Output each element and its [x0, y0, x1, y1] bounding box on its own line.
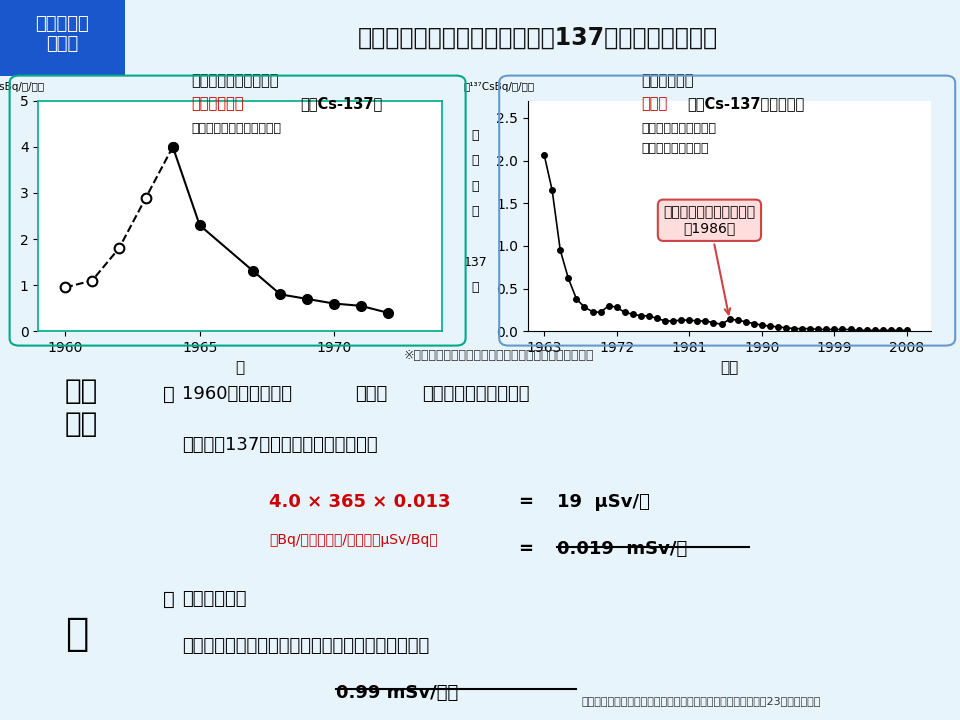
- Text: 量: 量: [471, 281, 479, 294]
- Text: ・: ・: [163, 385, 175, 404]
- FancyBboxPatch shape: [0, 0, 125, 76]
- X-axis label: 年: 年: [235, 361, 245, 375]
- Text: 放射線医学総合研究所調べ: 放射線医学総合研究所調べ: [192, 122, 281, 135]
- Text: 日常食: 日常食: [641, 96, 667, 111]
- Text: ・は年度毎の中央値: ・は年度毎の中央値: [641, 143, 708, 156]
- X-axis label: 年度: 年度: [720, 361, 739, 375]
- Text: 🐟: 🐟: [65, 615, 88, 652]
- Text: 大気圏内核実験時代の: 大気圏内核実験時代の: [192, 73, 279, 88]
- Text: 身の回りの
放射線: 身の回りの 放射線: [36, 14, 89, 53]
- Text: セ: セ: [471, 129, 479, 142]
- Text: 137: 137: [464, 256, 488, 269]
- Text: 1960年代の食事を: 1960年代の食事を: [182, 385, 293, 403]
- Text: 中のCs-137量: 中のCs-137量: [300, 96, 383, 111]
- Text: （¹³⁷CsBq/日/人）: （¹³⁷CsBq/日/人）: [464, 82, 535, 92]
- Text: 4.0 × 365 × 0.013: 4.0 × 365 × 0.013: [269, 493, 450, 511]
- Text: 0.99 mSv/年＊: 0.99 mSv/年＊: [336, 684, 458, 702]
- Text: ム: ム: [471, 205, 479, 218]
- Text: ※２つの研究では試料採取の時期や場所が異なります。: ※２つの研究では試料採取の時期や場所が異なります。: [404, 349, 594, 362]
- Text: =: =: [518, 493, 534, 511]
- Text: 0.019  mSv/年: 0.019 mSv/年: [557, 540, 687, 558]
- Text: 日本分析センター調べ: 日本分析センター調べ: [641, 122, 716, 135]
- Text: （¹³⁷CsBq/日/人）: （¹³⁷CsBq/日/人）: [0, 82, 45, 92]
- Text: セシウム137からの内部被ばく線量は: セシウム137からの内部被ばく線量は: [182, 436, 378, 454]
- Text: 事故以前からの食品中セシウム137濃度の経時的推移: 事故以前からの食品中セシウム137濃度の経時的推移: [357, 26, 718, 50]
- Text: 食品中の自然放射線による年間の内部被ばく線量は: 食品中の自然放射線による年間の内部被ばく線量は: [182, 637, 430, 655]
- Text: 国内の日常食: 国内の日常食: [192, 96, 244, 111]
- Text: 🍱🍆
🍜🍚: 🍱🍆 🍜🍚: [65, 377, 98, 438]
- Text: チェルノブイリ原発事故
（1986）: チェルノブイリ原発事故 （1986）: [663, 205, 756, 314]
- Text: １年間食べ続けた場合: １年間食べ続けた場合: [422, 385, 530, 403]
- Text: ウ: ウ: [471, 179, 479, 192]
- Text: ・: ・: [163, 590, 175, 609]
- Text: 出典：（公財）原子力安全研究協会「生活環境放射線」（平成23年）より作成: 出典：（公財）原子力安全研究協会「生活環境放射線」（平成23年）より作成: [581, 696, 821, 706]
- Text: 全国における: 全国における: [641, 73, 693, 88]
- Text: （日本平均）: （日本平均）: [182, 590, 247, 608]
- Text: 中のCs-137の経年変化: 中のCs-137の経年変化: [686, 96, 804, 111]
- Text: 19  μSv/年: 19 μSv/年: [557, 493, 650, 511]
- Text: （Bq/日）　（日/年）　（μSv/Bq）: （Bq/日） （日/年） （μSv/Bq）: [269, 533, 438, 546]
- Text: 成人が: 成人が: [355, 385, 388, 403]
- Text: シ: シ: [471, 154, 479, 167]
- Text: =: =: [518, 540, 534, 558]
